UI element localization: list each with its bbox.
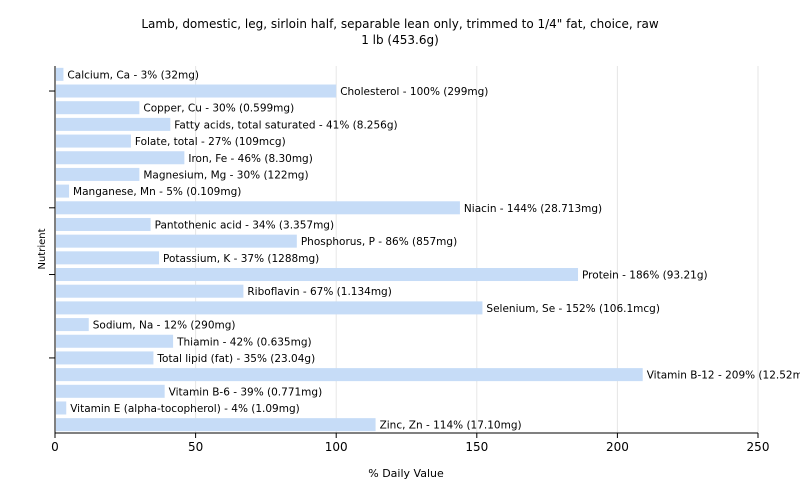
bar-label: Pantothenic acid - 34% (3.357mg): [155, 219, 334, 231]
chart-title: Lamb, domestic, leg, sirloin half, separ…: [141, 17, 659, 31]
bar-label: Niacin - 144% (28.713mg): [464, 203, 602, 215]
bar-label: Riboflavin - 67% (1.134mg): [247, 286, 391, 298]
bar: [56, 67, 64, 81]
x-axis-label: % Daily Value: [368, 467, 444, 480]
bar: [56, 134, 131, 148]
bar: [56, 117, 171, 131]
bar-label: Copper, Cu - 30% (0.599mg): [143, 103, 294, 115]
bar-label: Protein - 186% (93.21g): [582, 270, 708, 282]
bar: [56, 401, 67, 415]
bar: [56, 418, 376, 432]
bar-label: Cholesterol - 100% (299mg): [340, 86, 488, 98]
bar-label: Zinc, Zn - 114% (17.10mg): [380, 420, 522, 432]
bar: [56, 251, 160, 265]
bar: [56, 234, 297, 248]
bar: [56, 167, 140, 181]
bar-label: Selenium, Se - 152% (106.1mcg): [486, 303, 660, 315]
bar: [56, 334, 174, 348]
bar-label: Magnesium, Mg - 30% (122mg): [143, 169, 308, 181]
bar-label: Folate, total - 27% (109mcg): [135, 136, 286, 148]
y-axis-label: Nutrient: [37, 228, 48, 269]
bar: [56, 301, 483, 315]
bar-label: Sodium, Na - 12% (290mg): [93, 320, 236, 332]
x-tick-label: 200: [606, 440, 629, 454]
x-tick-label: 250: [747, 440, 770, 454]
bar: [56, 368, 643, 382]
bar-label: Phosphorus, P - 86% (857mg): [301, 236, 457, 248]
bar: [56, 84, 337, 98]
bar-label: Iron, Fe - 46% (8.30mg): [188, 153, 312, 165]
chart-subtitle: 1 lb (453.6g): [361, 33, 439, 47]
bar-label: Vitamin B-12 - 209% (12.52mcg): [647, 370, 800, 382]
bar-label: Total lipid (fat) - 35% (23.04g): [156, 353, 315, 365]
bar-label: Calcium, Ca - 3% (32mg): [67, 69, 199, 81]
bar: [56, 101, 140, 115]
bar: [56, 284, 244, 298]
bar-label: Fatty acids, total saturated - 41% (8.25…: [174, 119, 397, 131]
bar: [56, 384, 165, 398]
bar-label: Vitamin B-6 - 39% (0.771mg): [169, 386, 323, 398]
bars-group: [56, 67, 643, 432]
bar: [56, 268, 579, 282]
bar: [56, 217, 151, 231]
x-tick-label: 50: [188, 440, 203, 454]
bar: [56, 351, 154, 365]
bar-label: Thiamin - 42% (0.635mg): [176, 336, 312, 348]
bar-label: Vitamin E (alpha-tocopherol) - 4% (1.09m…: [70, 403, 299, 415]
bar: [56, 201, 460, 215]
bar: [56, 184, 70, 198]
bar-label: Manganese, Mn - 5% (0.109mg): [73, 186, 241, 198]
bar-label: Potassium, K - 37% (1288mg): [163, 253, 319, 265]
bar: [56, 318, 89, 332]
x-tick-label: 0: [51, 440, 59, 454]
bar-labels-group: Calcium, Ca - 3% (32mg) Cholesterol - 100…: [67, 69, 800, 431]
chart-title-block: Lamb, domestic, leg, sirloin half, separ…: [0, 16, 800, 48]
axes-group: 0 50 100 150 200 250: [49, 66, 769, 454]
x-tick-label: 150: [465, 440, 488, 454]
bar: [56, 151, 185, 165]
x-tick-label: 100: [325, 440, 348, 454]
